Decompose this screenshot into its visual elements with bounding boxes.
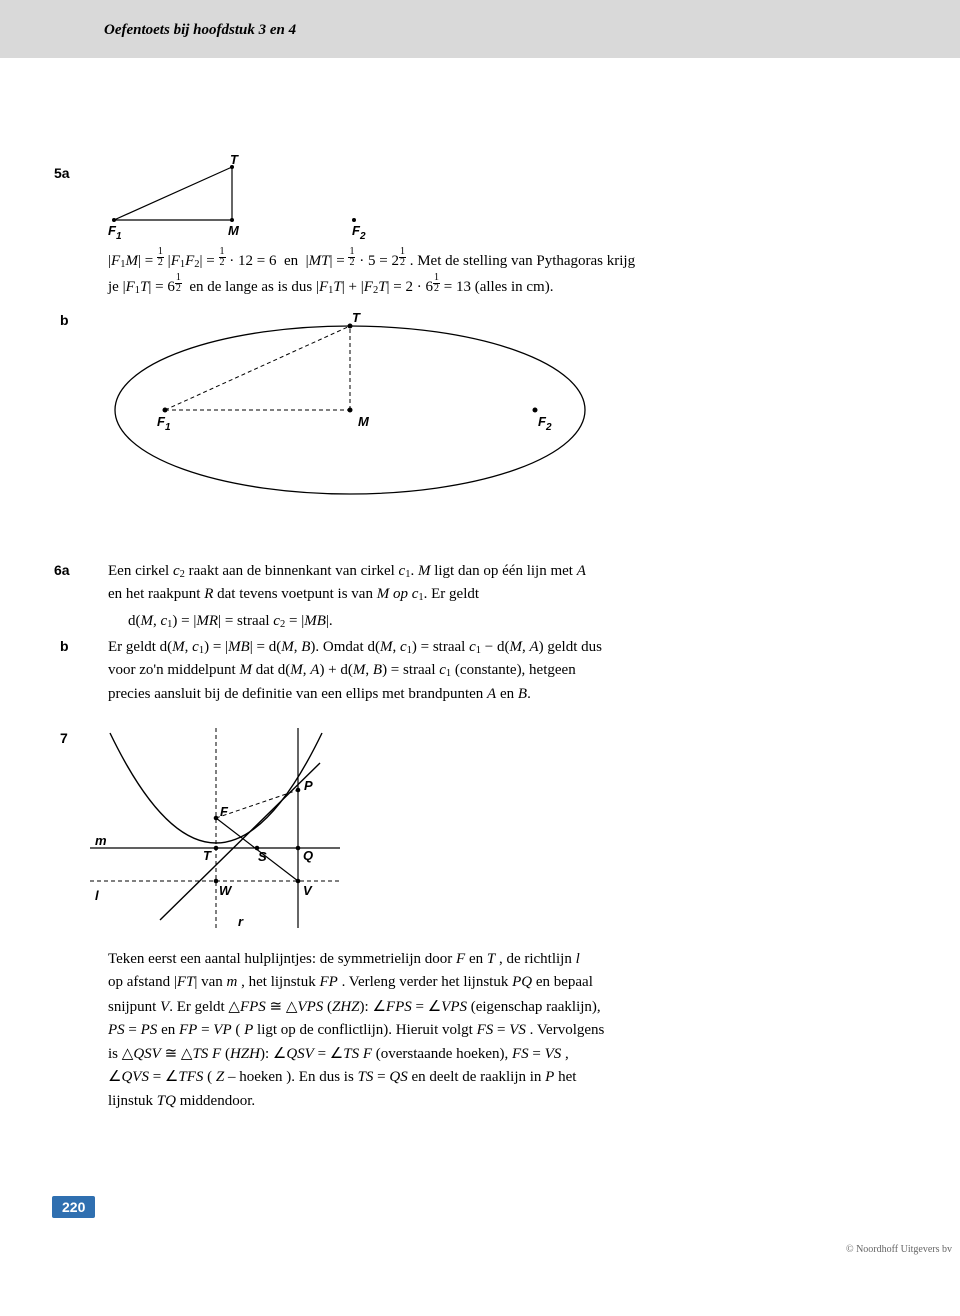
- page-header: Oefentoets bij hoofdstuk 3 en 4: [0, 0, 960, 58]
- text-6b: Er geldt d(M, c1) = |MB| = d(M, B). Omda…: [108, 636, 748, 706]
- label-6b: b: [60, 638, 69, 654]
- svg-text:S: S: [258, 849, 267, 864]
- text-7: Teken eerst een aantal hulplijntjes: de …: [108, 948, 768, 1113]
- figure-5b-ellipse: F1 M T F2: [100, 310, 610, 510]
- svg-text:F2: F2: [538, 414, 552, 433]
- label-7: 7: [60, 730, 68, 746]
- svg-text:V: V: [303, 883, 313, 898]
- svg-text:F2: F2: [352, 223, 366, 240]
- label-5b: b: [60, 312, 69, 328]
- math-5a-line1: |F1M| = 12 |F1F2| = 12 · 12 = 6 en |MT| …: [108, 250, 808, 273]
- text-6a-p1: Een cirkel c2 raakt aan de binnenkant va…: [108, 560, 748, 607]
- svg-text:F1: F1: [157, 414, 171, 433]
- svg-text:l: l: [95, 888, 99, 903]
- svg-text:T: T: [230, 155, 239, 167]
- svg-text:T: T: [352, 310, 361, 325]
- svg-text:M: M: [228, 223, 240, 238]
- svg-text:r: r: [238, 914, 244, 929]
- svg-text:T: T: [203, 848, 212, 863]
- svg-text:W: W: [219, 883, 233, 898]
- svg-text:F1: F1: [108, 223, 122, 240]
- text-6a-p2: d(M, c1) = |MR| = straal c2 = |MB|.: [128, 610, 768, 633]
- label-6a: 6a: [54, 562, 70, 578]
- svg-text:Q: Q: [303, 848, 313, 863]
- svg-text:P: P: [304, 778, 313, 793]
- svg-text:M: M: [358, 414, 370, 429]
- math-5a-line2: je |F1T| = 612 en de lange as is dus |F1…: [108, 276, 808, 299]
- svg-text:m: m: [95, 833, 107, 848]
- header-title: Oefentoets bij hoofdstuk 3 en 4: [104, 22, 296, 39]
- publisher: © Noordhoff Uitgevers bv: [846, 1244, 952, 1255]
- figure-7: P F T S Q W V m l r: [90, 728, 350, 938]
- svg-text:F: F: [220, 804, 229, 819]
- page-number: 220: [52, 1196, 95, 1218]
- figure-5a: F1 M T F2: [104, 155, 384, 240]
- label-5a: 5a: [54, 165, 70, 181]
